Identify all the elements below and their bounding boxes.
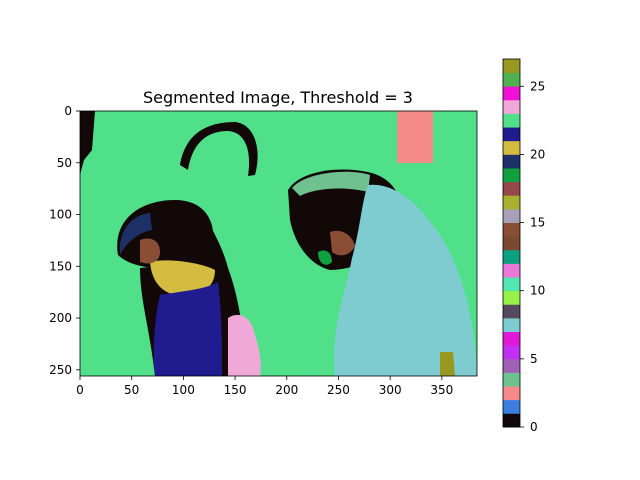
x-tick-label: 0 — [76, 383, 84, 397]
colorbar-level — [503, 290, 520, 305]
colorbar-level — [503, 181, 520, 196]
colorbar-level — [503, 168, 520, 183]
colorbar-level — [503, 154, 520, 169]
colorbar-level — [503, 113, 520, 128]
x-tick-label: 300 — [379, 383, 402, 397]
colorbar-level — [503, 236, 520, 251]
y-tick-label: 50 — [57, 156, 72, 170]
segment-left-edge-dark — [80, 111, 95, 175]
colorbar-tick-label: 0 — [530, 420, 538, 434]
colorbar-level — [503, 263, 520, 278]
colorbar-level — [503, 399, 520, 414]
colorbar-level — [503, 386, 520, 401]
y-tick-label: 250 — [49, 363, 72, 377]
segment-right-bird-tail — [440, 352, 455, 376]
colorbar-level — [503, 86, 520, 101]
colorbar-ticks: 0 5 10 15 20 25 — [520, 79, 545, 434]
colorbar-tick-label: 15 — [530, 216, 545, 230]
y-tick-label: 0 — [64, 104, 72, 118]
image-area — [79, 110, 478, 377]
colorbar-level — [503, 208, 520, 223]
y-axis: 0 50 100 150 200 250 — [49, 104, 80, 377]
colorbar-levels — [503, 59, 520, 428]
segment-left-bird-throat — [150, 260, 215, 296]
segment-outline-rabbit-ear — [180, 122, 258, 176]
colorbar: 0 5 10 15 20 25 — [502, 58, 545, 434]
x-tick-label: 250 — [327, 383, 350, 397]
segment-left-bird-cheek — [140, 238, 160, 264]
colorbar-level — [503, 72, 520, 87]
colorbar-level — [503, 59, 520, 74]
colorbar-tick-label: 5 — [530, 352, 538, 366]
colorbar-level — [503, 413, 520, 428]
colorbar-level — [503, 372, 520, 387]
y-tick-label: 150 — [49, 259, 72, 273]
colorbar-level — [503, 358, 520, 373]
x-tick-label: 50 — [124, 383, 139, 397]
segmentation-map — [80, 111, 477, 376]
segment-left-bird-body — [153, 282, 222, 376]
segment-left-bird-chest — [228, 314, 261, 376]
colorbar-level — [503, 331, 520, 346]
colorbar-level — [503, 222, 520, 237]
colorbar-level — [503, 304, 520, 319]
colorbar-level — [503, 317, 520, 332]
x-tick-label: 100 — [172, 383, 195, 397]
x-tick-label: 350 — [430, 383, 453, 397]
segment-right-bird-cheek — [330, 230, 355, 256]
segment-right-bird-crown — [292, 171, 370, 196]
segment-left-bird-beak — [119, 213, 152, 255]
colorbar-level — [503, 249, 520, 264]
colorbar-level — [503, 99, 520, 114]
x-tick-label: 150 — [224, 383, 247, 397]
colorbar-frame — [502, 58, 521, 428]
segment-right-bird-body — [333, 184, 477, 376]
colorbar-level — [503, 195, 520, 210]
segment-right-bird-patch — [318, 250, 332, 265]
colorbar-level — [503, 345, 520, 360]
segment-top-right-patch — [397, 111, 433, 163]
colorbar-tick-label: 25 — [530, 79, 545, 93]
colorbar-level — [503, 140, 520, 155]
x-axis: 0 50 100 150 200 250 300 350 — [76, 376, 453, 397]
y-tick-label: 200 — [49, 311, 72, 325]
colorbar-level — [503, 277, 520, 292]
colorbar-tick-label: 10 — [530, 284, 545, 298]
colorbar-level — [503, 127, 520, 142]
y-tick-label: 100 — [49, 208, 72, 222]
plot-frame — [79, 110, 478, 377]
x-tick-label: 200 — [275, 383, 298, 397]
chart-title: Segmented Image, Threshold = 3 — [143, 88, 413, 107]
colorbar-tick-label: 20 — [530, 147, 545, 161]
